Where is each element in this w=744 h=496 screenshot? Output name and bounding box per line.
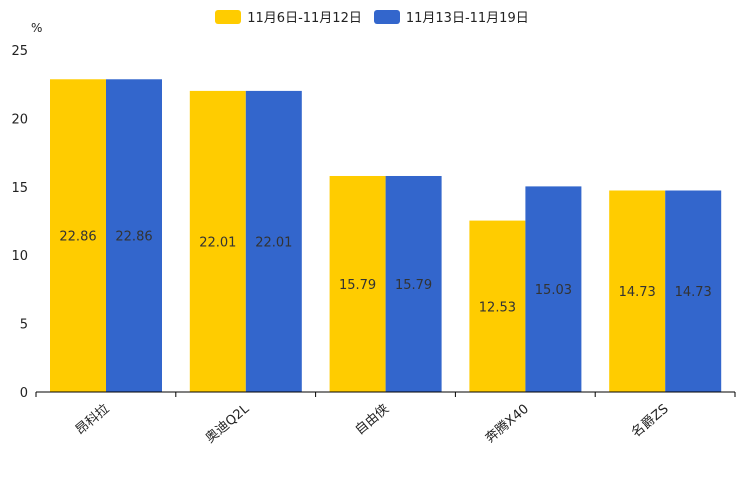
- bar-1-2: [189, 90, 246, 392]
- y-tick-label: 10: [11, 249, 28, 264]
- data-label: 14.73: [675, 285, 712, 300]
- bar-2-2: [245, 90, 302, 392]
- y-tick-label: 0: [20, 386, 28, 401]
- y-tick-label: 15: [11, 181, 28, 196]
- data-label: 22.01: [199, 235, 236, 250]
- legend: 11月6日-11月12日 11月13日-11月19日: [0, 7, 744, 26]
- data-label: 22.86: [59, 230, 96, 245]
- bar-1-5: [609, 190, 666, 392]
- bar-2-4: [525, 186, 582, 392]
- y-axis-unit: %: [31, 21, 43, 35]
- bar-1-3: [329, 175, 386, 392]
- bar-1-1: [50, 79, 106, 392]
- data-label: 22.86: [115, 230, 152, 245]
- data-label: 22.01: [255, 235, 292, 250]
- legend-item-series-1[interactable]: 11月6日-11月12日: [215, 7, 362, 26]
- x-tick-label: 奔腾X40: [482, 401, 532, 446]
- y-tick-label: 25: [11, 44, 28, 59]
- legend-swatch-series-2: [373, 9, 400, 24]
- x-tick-label: 自由侠: [353, 402, 393, 439]
- data-label: 14.73: [619, 285, 656, 300]
- bar-2-5: [665, 190, 722, 392]
- data-label: 15.79: [395, 278, 432, 293]
- y-tick-label: 20: [11, 112, 28, 127]
- legend-label-series-2: 11月13日-11月19日: [405, 11, 529, 26]
- legend-item-series-2[interactable]: 11月13日-11月19日: [373, 7, 529, 26]
- legend-label-series-1: 11月6日-11月12日: [247, 11, 362, 26]
- bar-2-1: [106, 79, 162, 392]
- bar-1-4: [469, 220, 526, 392]
- x-tick-label: 奥迪Q2L: [203, 401, 253, 446]
- y-tick-label: 5: [20, 318, 28, 333]
- x-tick-label: 昂科拉: [73, 402, 113, 439]
- data-label: 15.79: [339, 278, 376, 293]
- bar-2-3: [385, 175, 442, 392]
- data-label: 15.03: [535, 283, 572, 298]
- x-tick-label: 名爵ZS: [628, 401, 671, 441]
- legend-swatch-series-1: [215, 9, 242, 24]
- data-label: 12.53: [479, 300, 516, 315]
